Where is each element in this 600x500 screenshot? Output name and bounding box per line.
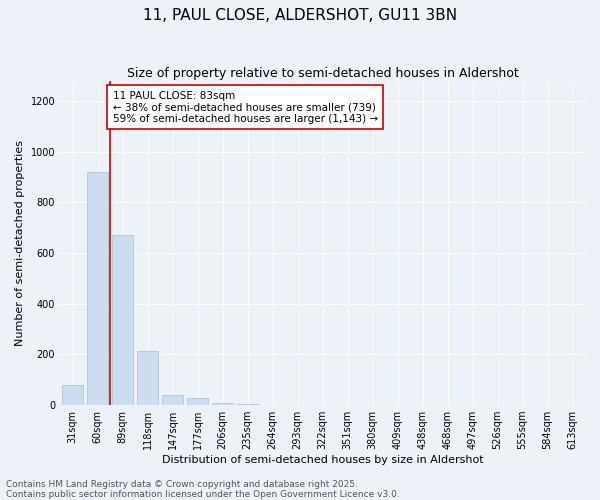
Text: Contains HM Land Registry data © Crown copyright and database right 2025.
Contai: Contains HM Land Registry data © Crown c…: [6, 480, 400, 499]
Text: 11, PAUL CLOSE, ALDERSHOT, GU11 3BN: 11, PAUL CLOSE, ALDERSHOT, GU11 3BN: [143, 8, 457, 22]
Title: Size of property relative to semi-detached houses in Aldershot: Size of property relative to semi-detach…: [127, 68, 518, 80]
Bar: [237, 404, 258, 405]
Y-axis label: Number of semi-detached properties: Number of semi-detached properties: [15, 140, 25, 346]
Bar: [137, 350, 158, 405]
Bar: [162, 395, 183, 405]
X-axis label: Distribution of semi-detached houses by size in Aldershot: Distribution of semi-detached houses by …: [162, 455, 484, 465]
Bar: [62, 385, 83, 405]
Bar: [212, 402, 233, 405]
Bar: [187, 398, 208, 405]
Text: 11 PAUL CLOSE: 83sqm
← 38% of semi-detached houses are smaller (739)
59% of semi: 11 PAUL CLOSE: 83sqm ← 38% of semi-detac…: [113, 90, 377, 124]
Bar: [87, 172, 108, 405]
Bar: [112, 235, 133, 405]
